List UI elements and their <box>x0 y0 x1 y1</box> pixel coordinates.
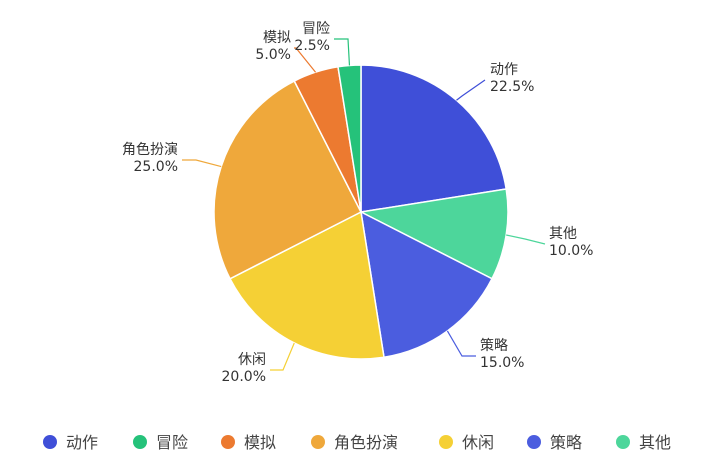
legend-item[interactable]: 冒险 <box>133 433 188 452</box>
legend-item[interactable]: 动作 <box>43 433 98 452</box>
slice-percent-label: 10.0% <box>549 243 593 259</box>
slice-percent-label: 5.0% <box>255 47 291 63</box>
slice-name-label: 模拟 <box>263 30 291 46</box>
pie-slice[interactable] <box>360 64 508 213</box>
pie-slices <box>213 64 509 360</box>
slice-name-label: 策略 <box>480 337 508 354</box>
legend-label: 休闲 <box>462 433 494 452</box>
pie-slice[interactable] <box>229 210 385 360</box>
legend-label: 冒险 <box>156 433 188 452</box>
slice-name-label: 冒险 <box>302 21 330 37</box>
slice-percent-label: 2.5% <box>294 38 330 54</box>
legend-marker <box>439 435 453 449</box>
legend-marker <box>311 435 325 449</box>
pie-slice[interactable] <box>213 80 363 280</box>
legend-item[interactable]: 其他 <box>616 433 671 452</box>
legend-marker <box>616 435 630 449</box>
slice-percent-label: 22.5% <box>490 79 534 95</box>
legend-marker <box>221 435 235 449</box>
leader-line <box>334 38 351 66</box>
legend-label: 动作 <box>66 433 98 452</box>
leader-line <box>294 47 317 73</box>
leader-line <box>270 342 295 371</box>
legend-item[interactable]: 策略 <box>527 433 582 452</box>
legend-marker <box>133 435 147 449</box>
slice-name-label: 动作 <box>490 62 518 78</box>
legend-label: 模拟 <box>244 433 276 452</box>
legend-label: 策略 <box>550 433 582 452</box>
slice-name-label: 休闲 <box>238 352 266 368</box>
leader-line <box>182 159 222 168</box>
legend-item[interactable]: 角色扮演 <box>311 433 398 452</box>
leader-line <box>456 79 486 101</box>
leader-line <box>506 234 546 245</box>
chart-legend[interactable]: 动作 冒险 模拟 角色扮演 休闲 策略 其他 <box>43 433 671 452</box>
slice-percent-label: 15.0% <box>480 355 524 371</box>
legend-label: 其他 <box>639 433 671 452</box>
legend-label: 角色扮演 <box>334 433 398 452</box>
leader-line <box>446 330 476 357</box>
slice-name-label: 其他 <box>549 226 577 242</box>
legend-marker <box>43 435 57 449</box>
slice-percent-label: 20.0% <box>222 369 266 385</box>
legend-item[interactable]: 模拟 <box>221 433 276 452</box>
legend-item[interactable]: 休闲 <box>439 433 494 452</box>
slice-percent-label: 25.0% <box>134 159 178 175</box>
legend-marker <box>527 435 541 449</box>
slice-name-label: 角色扮演 <box>122 141 178 158</box>
label-leader-lines <box>182 38 546 371</box>
